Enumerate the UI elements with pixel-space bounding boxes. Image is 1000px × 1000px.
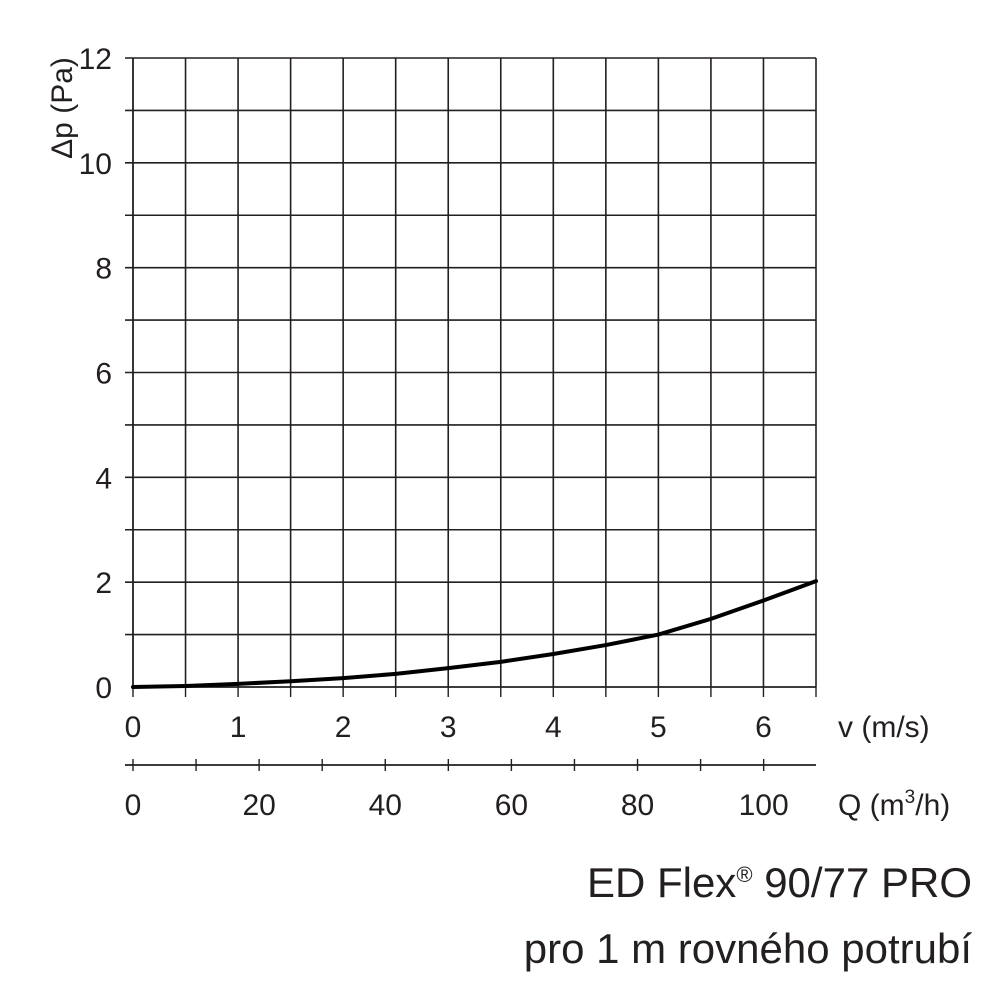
- x2-tick-label: 0: [125, 789, 142, 822]
- chart-subtitle: pro 1 m rovného potrubí: [523, 925, 972, 972]
- chart-title: ED Flex® 90/77 PRO: [587, 862, 972, 904]
- x2-tick-label: 40: [369, 789, 402, 822]
- x2-axis-label-sup: 3: [905, 787, 916, 808]
- grid: [125, 57, 817, 687]
- x-tick-label: 6: [755, 711, 772, 744]
- x-axis-label: v (m/s): [838, 711, 930, 744]
- pressure-curve: [131, 579, 818, 689]
- x-tick-label: 0: [125, 711, 142, 744]
- y-tick-label: 0: [95, 672, 112, 705]
- y-tick-label: 12: [79, 43, 112, 76]
- x2-tick-label: 100: [739, 789, 789, 822]
- chart-title-main: ED Flex: [586, 859, 737, 906]
- x-tick-label: 2: [335, 711, 352, 744]
- y-tick-label: 6: [95, 358, 112, 391]
- axes: [125, 58, 817, 771]
- x-tick-label: 4: [545, 711, 562, 744]
- x2-tick-label: 80: [621, 789, 654, 822]
- y-tick-label: 4: [95, 462, 112, 495]
- y-tick-label: 2: [95, 567, 112, 600]
- x2-axis-label: Q (m3/h): [838, 787, 950, 822]
- x-tick-label: 1: [230, 711, 247, 744]
- y-tick-label: 10: [79, 148, 112, 181]
- series: [131, 579, 818, 689]
- x-tick-label: 3: [440, 711, 457, 744]
- registered-mark: ®: [736, 862, 753, 887]
- x2-axis-label-base: Q (m: [838, 789, 905, 822]
- x2-tick-label: 20: [242, 789, 275, 822]
- y-tick-label: 8: [95, 253, 112, 286]
- x2-tick-label: 60: [495, 789, 528, 822]
- chart-title-rest: 90/77 PRO: [752, 859, 972, 906]
- x-tick-label: 5: [650, 711, 667, 744]
- y-axis-label: Δp (Pa): [46, 57, 79, 159]
- x2-axis-label-end: /h): [915, 789, 950, 822]
